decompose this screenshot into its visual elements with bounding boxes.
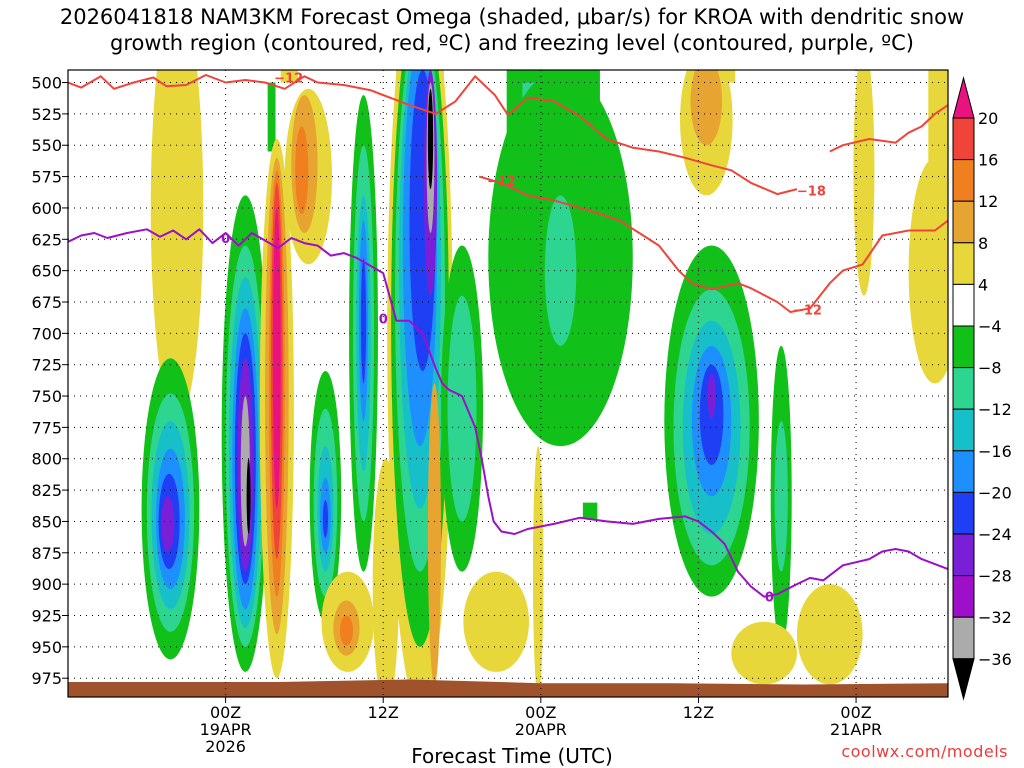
colorbar-bin [953, 201, 974, 243]
omega-region [691, 57, 723, 145]
omega-region [268, 83, 276, 152]
colorbar-label: 16 [978, 151, 998, 170]
omega-region [797, 584, 863, 684]
colorbar-label: −36 [978, 650, 1012, 669]
contour-label: 0 [379, 312, 388, 327]
colorbar-bin [953, 451, 974, 493]
omega-region [161, 496, 174, 551]
omega-region [151, 0, 204, 421]
y-tick-label: 875 [31, 544, 62, 563]
y-tick-label: 750 [31, 387, 62, 406]
colorbar-bin [953, 576, 974, 618]
x-tick-label: 12Z [683, 703, 714, 722]
colorbar-bin [953, 492, 974, 534]
y-tick-label: 625 [31, 230, 62, 249]
y-tick-label: 525 [31, 105, 62, 124]
omega-region [533, 446, 544, 697]
credit-text: coolwx.com/models [841, 742, 1008, 761]
omega-region [428, 89, 433, 189]
colorbar-bin [953, 409, 974, 451]
y-tick-label: 800 [31, 450, 62, 469]
omega-region [428, 384, 441, 685]
omega-region [323, 500, 328, 538]
contour-label: −12 [274, 72, 303, 87]
colorbar-label: 4 [978, 275, 988, 294]
colorbar-label: −4 [978, 317, 1002, 336]
y-tick-label: 550 [31, 136, 62, 155]
contour-label: 0 [221, 232, 230, 247]
y-tick-label: 575 [31, 168, 62, 187]
colorbar-bin [953, 534, 974, 576]
colorbar-label: −16 [978, 442, 1012, 461]
colorbar-cap-top [953, 78, 974, 118]
y-tick-label: 950 [31, 638, 62, 657]
colorbar-cap-bottom [953, 659, 974, 699]
omega-region [463, 572, 529, 672]
y-tick-label: 650 [31, 262, 62, 281]
omega-region [708, 373, 716, 418]
colorbar-bin [953, 284, 974, 326]
y-tick-label: 700 [31, 324, 62, 343]
contour-label: −18 [797, 184, 826, 199]
colorbar-label: 8 [978, 234, 988, 253]
y-tick-label: 975 [31, 669, 62, 688]
y-tick-label: 725 [31, 356, 62, 375]
omega-region [295, 126, 308, 214]
omega-chart: −12 −12 −18 −12 0 0 0 500 525 550 575 600 625 650 675… [0, 0, 1024, 768]
colorbar-bin [953, 243, 974, 285]
contour-label: 0 [765, 591, 774, 606]
x-tick-label: 12Z [368, 703, 399, 722]
y-tick-label: 925 [31, 606, 62, 625]
contour-label: −12 [793, 304, 822, 319]
omega-region [775, 421, 788, 571]
colorbar-label: −12 [978, 400, 1012, 419]
y-tick-label: 900 [31, 575, 62, 594]
omega-region [853, 45, 874, 296]
y-tick-label: 675 [31, 293, 62, 312]
colorbar-bin [953, 368, 974, 410]
x-tick-label: 20APR [515, 720, 567, 739]
colorbar-bin [953, 617, 974, 659]
omega-region [448, 296, 477, 522]
y-tick-label: 850 [31, 512, 62, 531]
colorbar-label: −28 [978, 567, 1012, 586]
x-tick-label: 21APR [830, 720, 882, 739]
colorbar-bin [953, 118, 974, 160]
omega-region [247, 459, 251, 534]
omega-region [731, 622, 797, 685]
colorbar-label: −8 [978, 359, 1002, 378]
omega-region [273, 208, 281, 509]
colorbar-label: 20 [978, 109, 998, 128]
colorbar-label: −20 [978, 483, 1012, 502]
y-tick-label: 600 [31, 199, 62, 218]
omega-region [340, 615, 353, 645]
colorbar-bin [953, 326, 974, 368]
y-tick-label: 775 [31, 418, 62, 437]
colorbar-bin [953, 160, 974, 202]
contour-label: −12 [487, 174, 516, 189]
colorbar-label: −32 [978, 608, 1012, 627]
colorbar-label: −24 [978, 525, 1012, 544]
terrain [68, 679, 948, 722]
y-tick-label: 825 [31, 481, 62, 500]
colorbar-label: 12 [978, 192, 998, 211]
y-tick-label: 500 [31, 74, 62, 93]
omega-region [583, 503, 597, 519]
omega-region [361, 258, 366, 383]
